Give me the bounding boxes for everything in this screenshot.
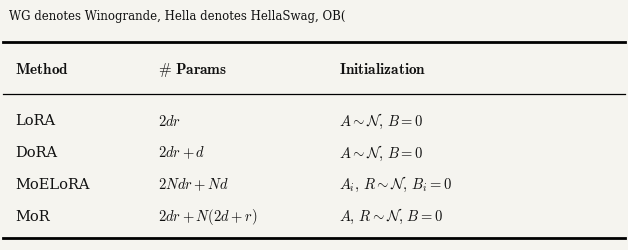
Text: $\bf{\#\ Params}$: $\bf{\#\ Params}$ bbox=[158, 61, 227, 79]
Text: WG denotes Winogrande, Hella denotes HellaSwag, OB(: WG denotes Winogrande, Hella denotes Hel… bbox=[9, 10, 345, 23]
Text: $2dr$: $2dr$ bbox=[158, 114, 181, 129]
Text: $2dr + d$: $2dr + d$ bbox=[158, 145, 206, 162]
Text: $A,\, R \sim \mathcal{N},\, B = 0$: $A,\, R \sim \mathcal{N},\, B = 0$ bbox=[339, 207, 443, 226]
Text: $A \sim \mathcal{N},\, B = 0$: $A \sim \mathcal{N},\, B = 0$ bbox=[339, 144, 423, 163]
Text: $\bf{Method}$: $\bf{Method}$ bbox=[15, 62, 69, 78]
Text: MoR: MoR bbox=[15, 210, 50, 224]
Text: MoELoRA: MoELoRA bbox=[15, 178, 90, 192]
Text: $2Ndr + Nd$: $2Ndr + Nd$ bbox=[158, 176, 229, 193]
Text: $2dr + N(2d + r)$: $2dr + N(2d + r)$ bbox=[158, 207, 258, 227]
Text: $\bf{Initialization}$: $\bf{Initialization}$ bbox=[339, 62, 426, 78]
Text: $A \sim \mathcal{N},\, B = 0$: $A \sim \mathcal{N},\, B = 0$ bbox=[339, 112, 423, 131]
Text: DoRA: DoRA bbox=[15, 146, 57, 160]
Text: LoRA: LoRA bbox=[15, 114, 55, 128]
Text: $A_i,\, R \sim \mathcal{N},\, B_i = 0$: $A_i,\, R \sim \mathcal{N},\, B_i = 0$ bbox=[339, 175, 452, 195]
